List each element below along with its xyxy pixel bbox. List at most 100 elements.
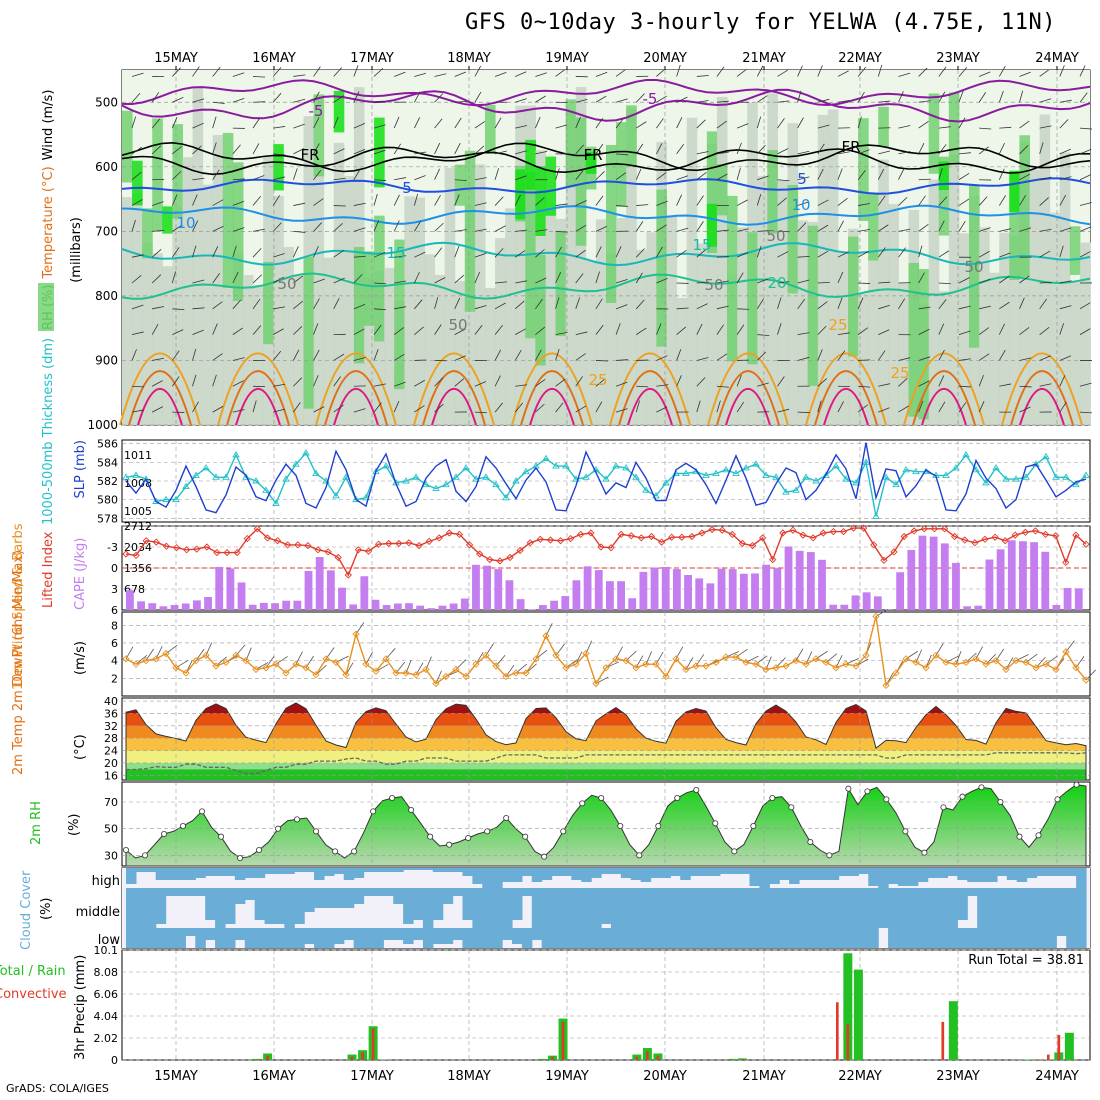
top-date-label: 20MAY	[643, 51, 687, 66]
wind-barb	[595, 401, 603, 413]
wind-barb	[1059, 227, 1072, 232]
rh-mid-band	[515, 105, 526, 425]
lifted-index-point	[496, 557, 504, 565]
cloud-bar	[1066, 868, 1077, 876]
wind-barb	[958, 385, 971, 388]
cloud-bar	[462, 888, 473, 920]
cloud-bar	[472, 888, 483, 928]
cape-bar	[963, 606, 972, 610]
rh-mid-band	[384, 267, 395, 425]
cloud-bar	[601, 868, 612, 874]
rh-point	[579, 800, 586, 807]
cloud-bar	[383, 868, 394, 872]
wind-barb	[212, 246, 219, 258]
wind-barb	[131, 72, 144, 77]
cape-bar	[148, 603, 157, 610]
rh-point	[161, 831, 168, 838]
rh-mid-band	[424, 254, 436, 425]
cloud-bar	[729, 888, 741, 928]
contour-label: FR	[583, 146, 602, 164]
wind-barb	[192, 348, 197, 361]
wind-barb	[676, 143, 685, 155]
wind-barb	[716, 324, 724, 335]
rh-green-band	[1019, 135, 1030, 277]
lifted-index-point	[374, 540, 383, 548]
wind-speed-point	[802, 660, 810, 668]
wind-barb	[978, 400, 985, 413]
wind-barb	[918, 245, 923, 258]
rh-mid-band	[495, 238, 506, 425]
cloud-bar	[680, 868, 691, 880]
wind-barb	[373, 252, 386, 258]
cloud-bar	[413, 888, 424, 920]
wind-barb	[777, 323, 782, 335]
wind-barb	[212, 225, 224, 232]
rh-point	[332, 848, 339, 855]
wind-barb	[958, 277, 970, 284]
wind-barb	[394, 71, 406, 77]
rh-bright-band	[162, 206, 173, 234]
wind-barb	[1019, 227, 1032, 232]
rh-mid-band	[1049, 212, 1061, 425]
wind-barb	[817, 98, 830, 103]
wind-barb	[777, 179, 790, 182]
rh-mid-band	[505, 208, 516, 425]
precip-conv-bar	[656, 1055, 660, 1060]
precip-conv-bar	[561, 1021, 565, 1060]
contour-label: 5	[402, 179, 412, 197]
cloud-bar	[690, 868, 701, 876]
lifted-index-point	[385, 539, 393, 548]
wind-barb	[232, 245, 237, 258]
rh-green-band	[353, 247, 365, 364]
wind-barb	[837, 401, 844, 413]
wind-barb	[434, 377, 444, 387]
wind-barb	[1019, 275, 1030, 284]
temp-band	[126, 762, 1086, 770]
wind-barb	[131, 92, 141, 103]
wind-barb	[192, 279, 205, 284]
wind-barb	[353, 202, 366, 206]
top-date-label: 21MAY	[742, 51, 786, 66]
lifted-index-point	[405, 539, 413, 547]
wind-barb	[172, 308, 185, 311]
wind-barb	[877, 168, 885, 180]
lifted-index-point	[718, 526, 726, 534]
thickness-point	[912, 467, 920, 475]
wind-speed-point	[502, 672, 510, 681]
thickness-point	[122, 473, 130, 480]
wind-barb	[494, 302, 506, 310]
wind-barb	[938, 323, 945, 335]
cloud-bar	[967, 888, 978, 896]
wind-barb	[938, 282, 951, 285]
cape-bar	[215, 566, 224, 610]
rh-green-band	[555, 230, 567, 337]
wind-speed-point	[252, 665, 260, 674]
wind-barb	[454, 328, 466, 335]
cloud-bar	[215, 868, 226, 876]
wind-barb	[615, 381, 628, 387]
wind-barb	[635, 221, 644, 232]
lifted-index-point	[425, 537, 433, 546]
rh-mid-band	[142, 242, 153, 425]
wind-barb	[898, 150, 911, 155]
wind-speed-point	[1052, 665, 1060, 674]
wind-barb	[192, 98, 205, 103]
rh-green-band	[868, 192, 879, 261]
precip-conv-bar	[1057, 1034, 1061, 1060]
thickness-point	[622, 464, 630, 471]
wind-barb	[474, 177, 487, 181]
lifted-index-point	[587, 529, 595, 537]
thickness-point	[642, 486, 650, 493]
wind-barb	[1079, 65, 1086, 77]
thickness-point	[302, 449, 310, 456]
wind-barb	[1039, 228, 1052, 232]
rh-point	[921, 849, 928, 856]
warm-arc	[725, 388, 771, 426]
wind-speed-point	[362, 660, 370, 668]
cape-bar	[304, 570, 313, 610]
cloud-bar	[551, 928, 563, 948]
wind-barb	[232, 272, 239, 284]
cloud-bar	[650, 928, 662, 948]
rh-mid-band	[737, 227, 748, 425]
wind-barb	[535, 197, 545, 206]
